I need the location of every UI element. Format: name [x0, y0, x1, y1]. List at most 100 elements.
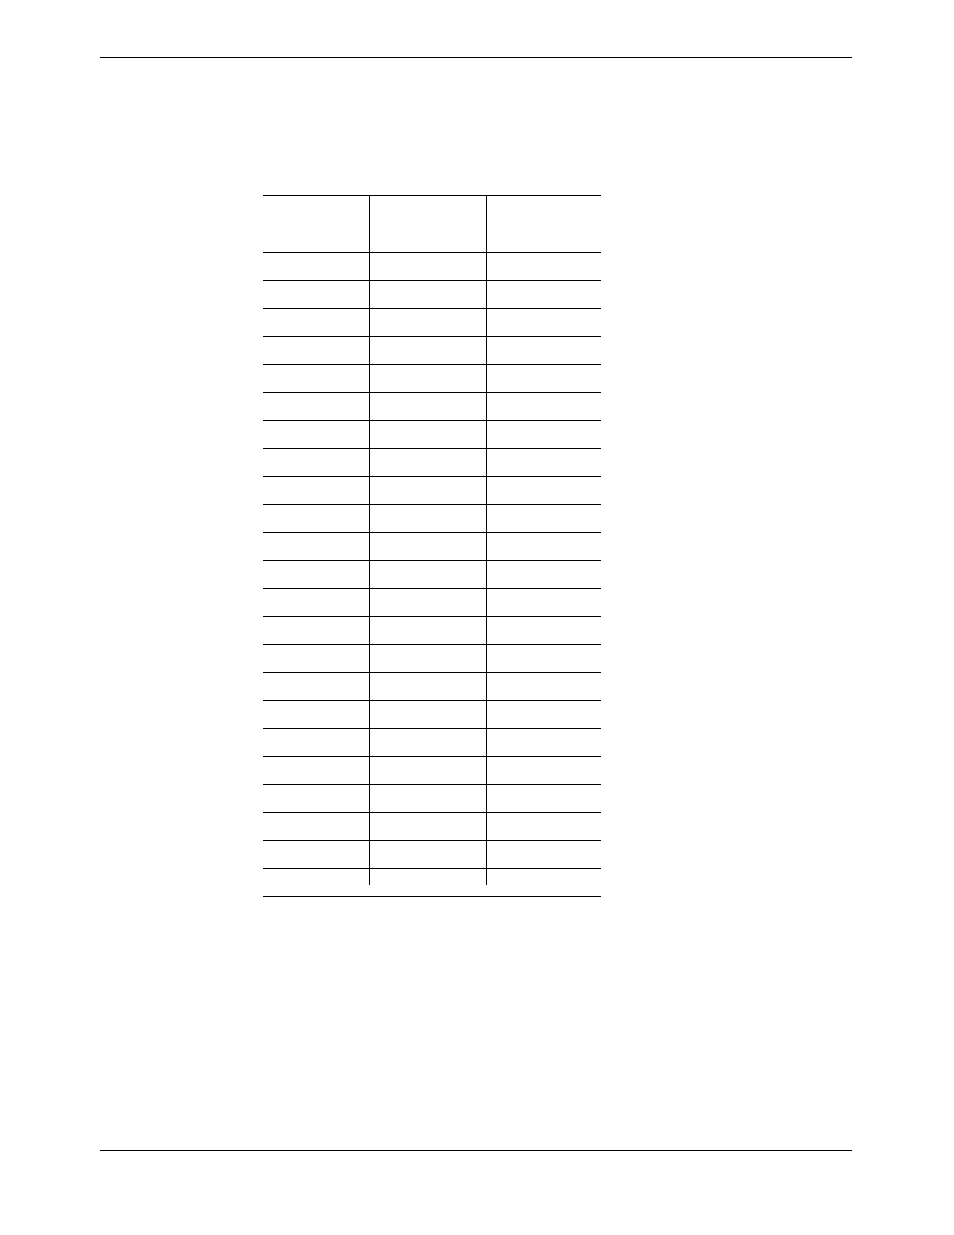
table-row	[263, 253, 601, 281]
table-cell	[486, 785, 601, 813]
table-cell	[486, 869, 601, 897]
table-cell	[263, 785, 369, 813]
table-cell	[486, 841, 601, 869]
table-row	[263, 589, 601, 617]
table-row	[263, 617, 601, 645]
table-row	[263, 701, 601, 729]
table-cell	[263, 337, 369, 365]
table-row	[263, 477, 601, 505]
table-row	[263, 869, 601, 897]
table-cell	[369, 869, 486, 897]
table-row	[263, 309, 601, 337]
document-page	[0, 0, 954, 1235]
table-cell	[263, 645, 369, 673]
table-cell	[263, 841, 369, 869]
table-cell	[486, 449, 601, 477]
table-row	[263, 533, 601, 561]
table-cell	[263, 533, 369, 561]
table-row	[263, 729, 601, 757]
table-header-cell	[486, 196, 601, 253]
table-cell	[486, 617, 601, 645]
table-cell	[369, 533, 486, 561]
table-cell	[263, 729, 369, 757]
table-cell	[369, 561, 486, 589]
table-cell	[486, 477, 601, 505]
table-cell	[263, 673, 369, 701]
table-cell	[369, 785, 486, 813]
table-cell	[263, 505, 369, 533]
table-cell	[369, 365, 486, 393]
table-cell	[369, 449, 486, 477]
table-cell	[263, 701, 369, 729]
table-row	[263, 645, 601, 673]
table-row	[263, 337, 601, 365]
table-cell	[263, 449, 369, 477]
table-column-separator-1	[369, 195, 370, 885]
table-cell	[263, 365, 369, 393]
table-cell	[486, 645, 601, 673]
table-cell	[369, 813, 486, 841]
table-row	[263, 393, 601, 421]
table-cell	[486, 281, 601, 309]
table-grid	[263, 195, 601, 897]
table-cell	[369, 617, 486, 645]
table-row	[263, 449, 601, 477]
table-header-row	[263, 196, 601, 253]
table-row	[263, 673, 601, 701]
table-cell	[263, 281, 369, 309]
table-cell	[369, 841, 486, 869]
table-cell	[486, 673, 601, 701]
table-row	[263, 757, 601, 785]
table-cell	[369, 757, 486, 785]
bottom-horizontal-rule	[100, 1150, 852, 1151]
table-cell	[263, 309, 369, 337]
table-cell	[486, 729, 601, 757]
table-cell	[486, 813, 601, 841]
table-cell	[263, 561, 369, 589]
table-cell	[486, 533, 601, 561]
table-cell	[369, 393, 486, 421]
table-cell	[486, 365, 601, 393]
table-cell	[486, 253, 601, 281]
table-cell	[263, 869, 369, 897]
data-table	[263, 195, 601, 885]
table-cell	[486, 589, 601, 617]
table-cell	[263, 813, 369, 841]
table-cell	[369, 281, 486, 309]
table-row	[263, 841, 601, 869]
table-cell	[263, 757, 369, 785]
table-cell	[486, 421, 601, 449]
table-column-separator-2	[486, 195, 487, 885]
table-cell	[486, 505, 601, 533]
table-cell	[369, 337, 486, 365]
table-cell	[263, 393, 369, 421]
table-header-cell	[369, 196, 486, 253]
top-horizontal-rule	[100, 57, 852, 58]
table-cell	[369, 253, 486, 281]
table-cell	[369, 729, 486, 757]
table-row	[263, 561, 601, 589]
table-row	[263, 813, 601, 841]
table-cell	[369, 477, 486, 505]
table-row	[263, 421, 601, 449]
table-cell	[369, 701, 486, 729]
table-cell	[263, 617, 369, 645]
table-cell	[263, 421, 369, 449]
table-row	[263, 505, 601, 533]
table-cell	[486, 701, 601, 729]
table-cell	[486, 393, 601, 421]
table-header-cell	[263, 196, 369, 253]
table-cell	[369, 421, 486, 449]
table-row	[263, 785, 601, 813]
table-cell	[263, 589, 369, 617]
table-cell	[369, 309, 486, 337]
table-row	[263, 365, 601, 393]
table-cell	[369, 589, 486, 617]
table-cell	[486, 309, 601, 337]
table-cell	[486, 337, 601, 365]
table-cell	[486, 757, 601, 785]
table-cell	[369, 505, 486, 533]
table-cell	[263, 477, 369, 505]
table-cell	[369, 673, 486, 701]
table-row	[263, 281, 601, 309]
